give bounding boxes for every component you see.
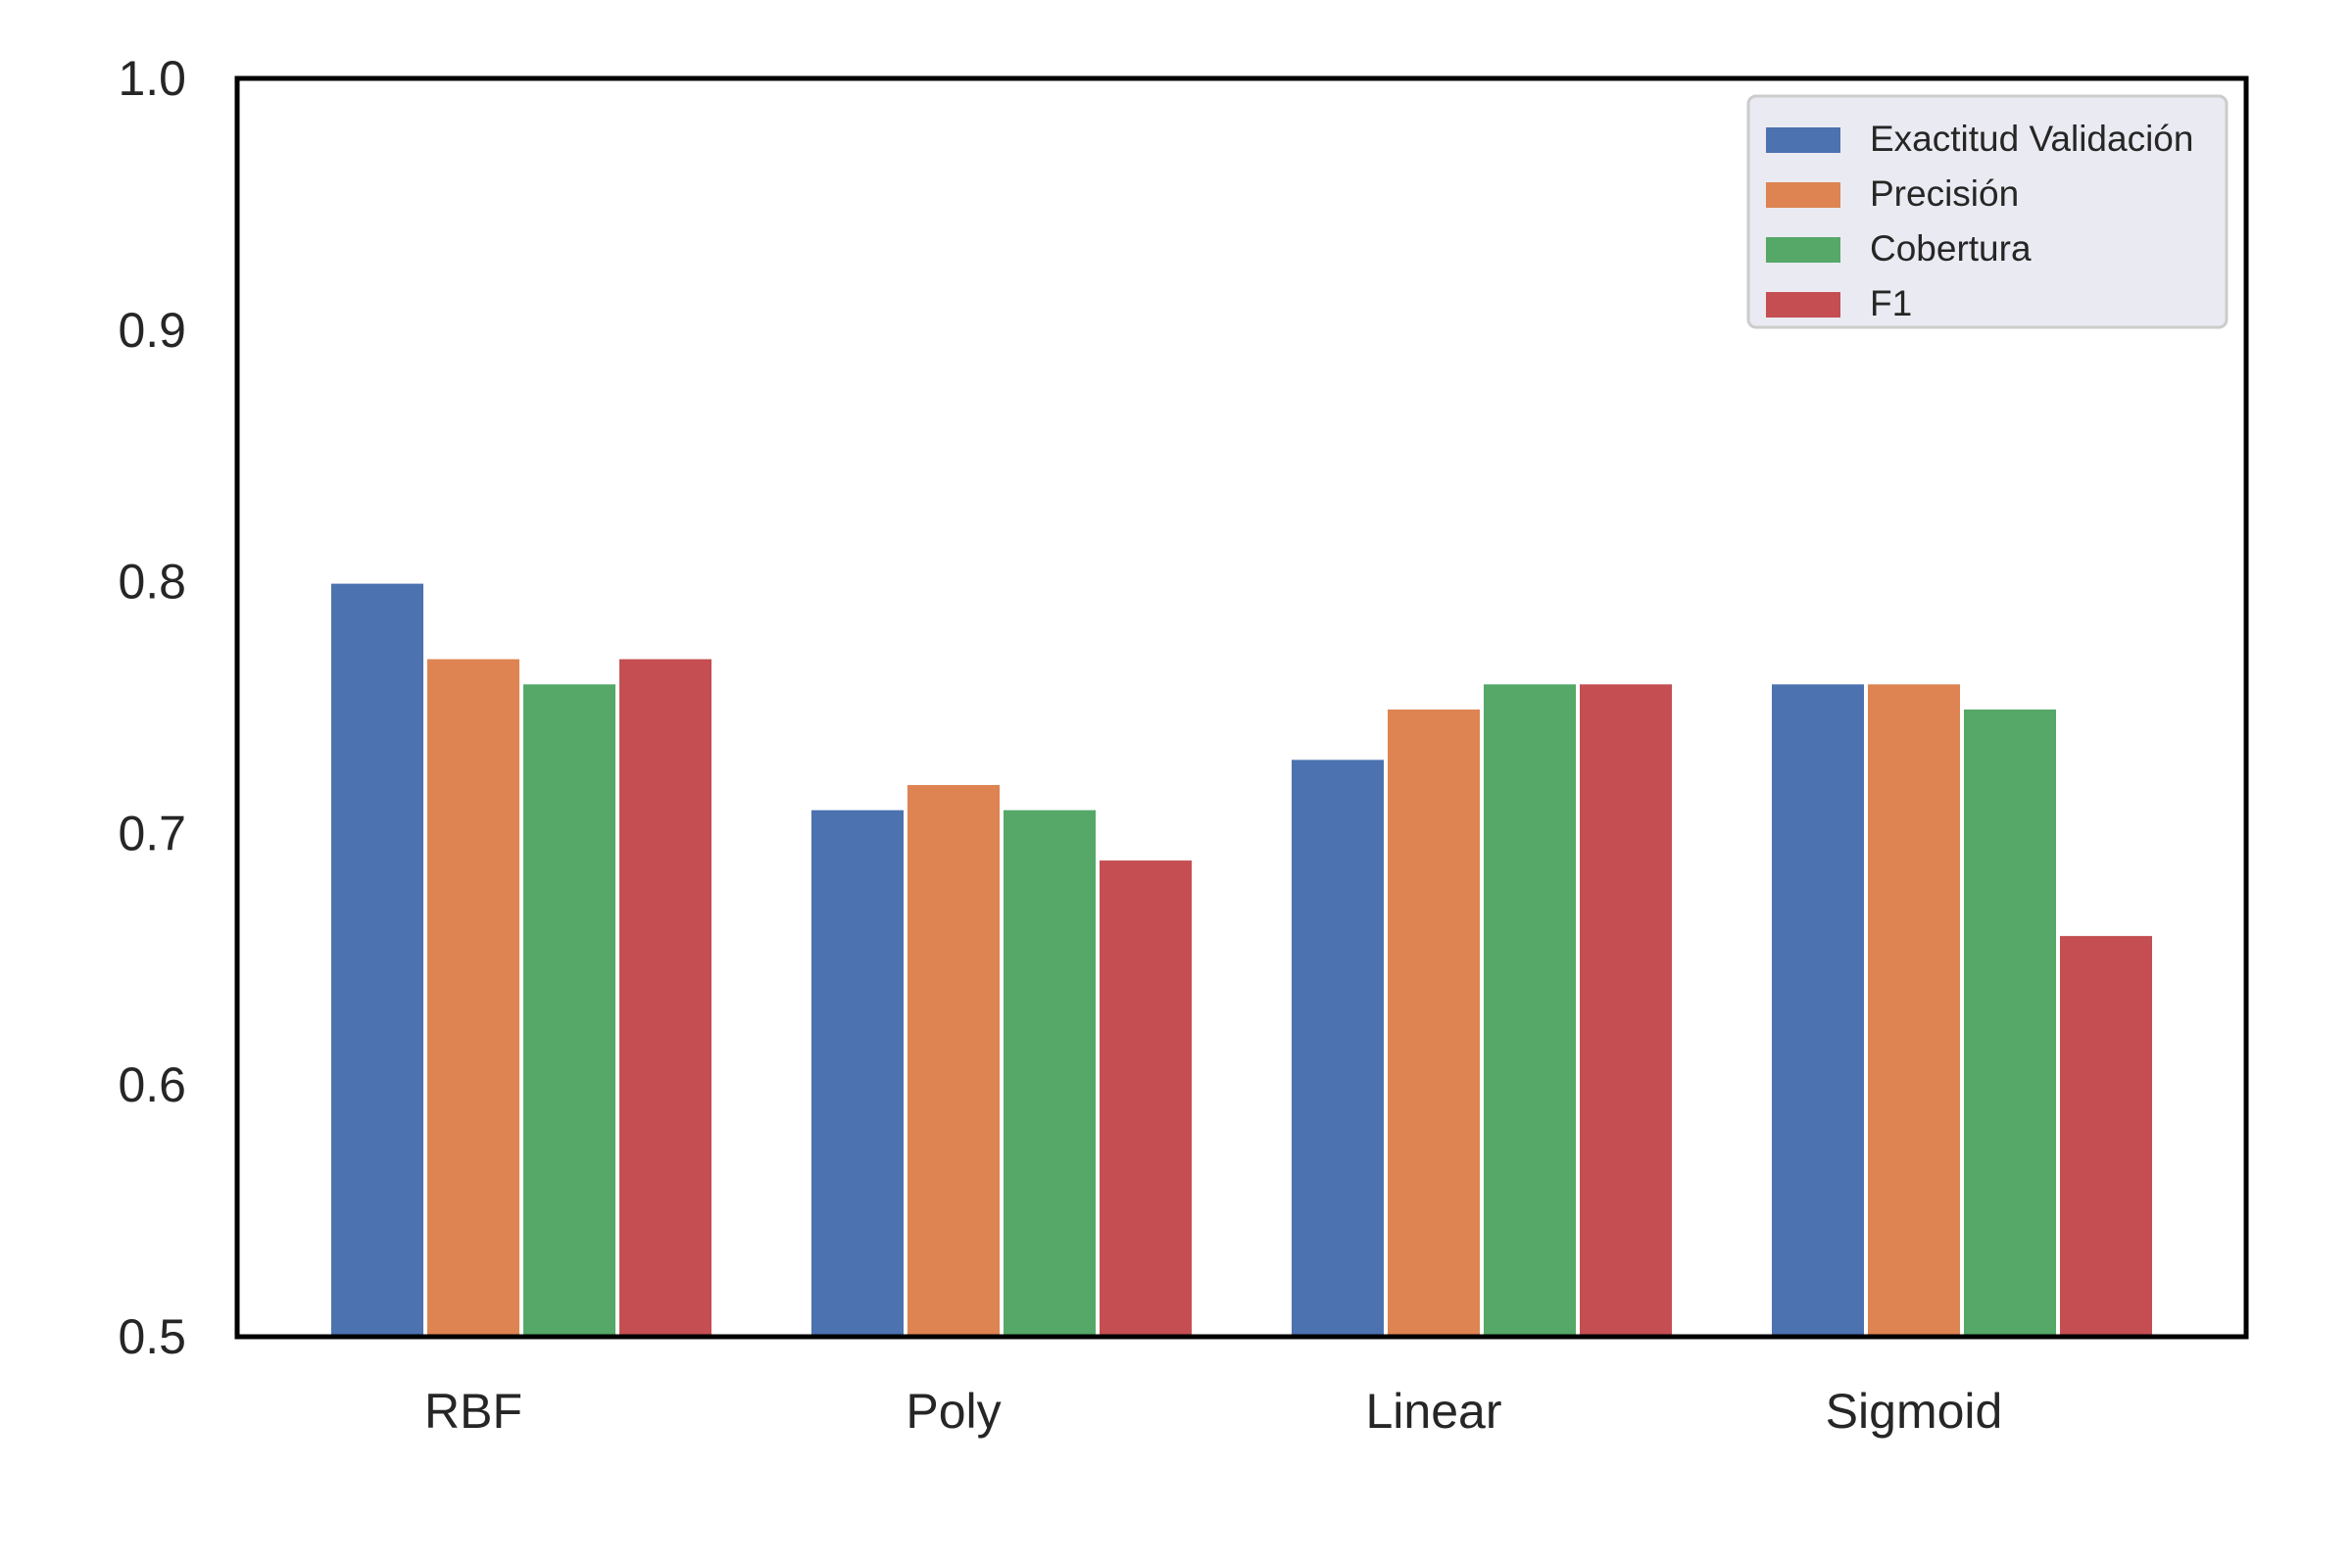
x-tick-label-rbf: RBF — [424, 1384, 522, 1439]
legend-swatch — [1766, 127, 1840, 153]
legend: Exactitud Validación Precisión Cobertura F1 — [1746, 94, 2229, 329]
y-tick-label: 0.6 — [118, 1057, 186, 1112]
bar-linear-3 — [1480, 680, 1580, 1339]
y-tick-label: 1.0 — [118, 51, 186, 106]
bar-linear-4 — [1576, 680, 1676, 1339]
x-tick-label-sigmoid: Sigmoid — [1826, 1384, 2003, 1439]
bar-poly-2 — [904, 781, 1004, 1339]
bars-group — [327, 579, 2156, 1340]
legend-label: Cobertura — [1870, 228, 2032, 269]
x-axis-ticks: RBF Poly Linear Sigmoid — [424, 1384, 2002, 1439]
y-axis-ticks: 0.5 0.6 0.7 0.8 0.9 1.0 — [118, 51, 186, 1364]
legend-swatch — [1766, 237, 1840, 263]
bar-poly-4 — [1096, 857, 1196, 1340]
legend-swatch — [1766, 292, 1840, 318]
bar-sigmoid-1 — [1768, 680, 1868, 1339]
bar-poly-3 — [1000, 806, 1100, 1339]
plot-frame — [234, 75, 2249, 1340]
legend-label: Precisión — [1870, 173, 2019, 214]
bar-sigmoid-2 — [1864, 680, 1964, 1339]
bar-linear-2 — [1384, 706, 1484, 1339]
bar-rbf-4 — [615, 655, 715, 1339]
legend-swatch — [1766, 182, 1840, 208]
bar-linear-1 — [1288, 756, 1388, 1339]
legend-box — [1746, 94, 2229, 329]
legend-label: F1 — [1870, 283, 1912, 323]
bar-rbf-3 — [519, 680, 619, 1339]
legend-label: Exactitud Validación — [1870, 119, 2193, 159]
bar-sigmoid-4 — [2056, 932, 2156, 1339]
y-tick-label: 0.7 — [118, 806, 186, 860]
y-tick-label: 0.9 — [118, 303, 186, 358]
bar-rbf-2 — [423, 655, 523, 1339]
x-tick-label-linear: Linear — [1366, 1384, 1502, 1439]
bar-sigmoid-3 — [1960, 706, 2060, 1339]
bar-rbf-1 — [327, 579, 427, 1339]
y-tick-label: 0.8 — [118, 555, 186, 610]
bar-poly-1 — [808, 806, 907, 1339]
y-tick-label: 0.5 — [118, 1309, 186, 1364]
x-tick-label-poly: Poly — [906, 1384, 1001, 1439]
